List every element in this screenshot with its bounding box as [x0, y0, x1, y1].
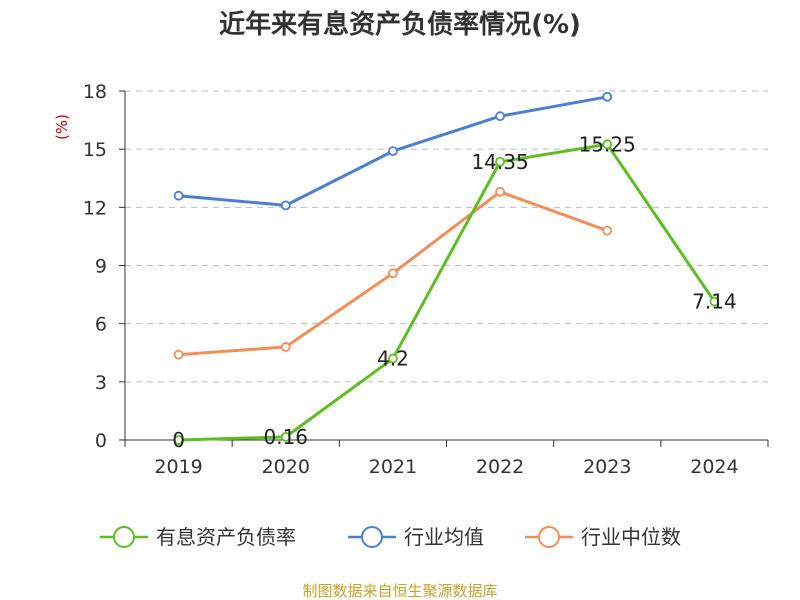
legend-swatch-marker: [538, 526, 560, 548]
data-point: [602, 225, 613, 236]
x-tick-label: 2020: [262, 456, 310, 478]
data-point: [709, 296, 720, 307]
y-tick-label: 15: [83, 139, 107, 161]
data-label: 0: [172, 428, 185, 452]
data-point: [495, 186, 505, 197]
data-point: [280, 342, 291, 352]
data-point: [388, 353, 398, 364]
legend-label: 行业中位数: [581, 525, 681, 549]
legend-swatch-marker: [113, 526, 135, 548]
data-point: [388, 268, 398, 279]
legend-swatch-marker: [361, 526, 383, 548]
data-label: 14.35: [471, 150, 528, 174]
y-unit-label: (%): [53, 114, 71, 140]
source-note: 制图数据来自恒生聚源数据库: [302, 582, 497, 600]
data-label: 7.14: [692, 290, 737, 314]
legend-label: 行业均值: [404, 525, 484, 549]
grid-layer: [125, 90, 768, 383]
data-point: [173, 190, 184, 201]
y-tick-label: 3: [95, 372, 107, 394]
chart-title: 近年来有息资产负债率情况(%): [219, 9, 581, 40]
y-tick-label: 9: [95, 256, 107, 278]
data-point: [388, 146, 398, 157]
series-line: [178, 142, 716, 442]
legend-label: 有息资产负债率: [156, 525, 296, 549]
data-label-layer: 0 0.16 4.2 14.35 15.25 7.14: [172, 132, 736, 452]
data-point: [173, 349, 184, 360]
data-label: 4.2: [377, 347, 409, 371]
data-point: [173, 435, 184, 445]
y-tick-label: 0: [95, 430, 107, 452]
x-tick-label: 2021: [369, 456, 417, 478]
series-layer: [173, 91, 720, 445]
data-point: [602, 139, 613, 150]
y-tick-label: 6: [95, 314, 107, 336]
data-label: 0.16: [263, 425, 308, 449]
data-point: [602, 91, 613, 102]
data-point: [280, 200, 291, 211]
x-tick-label: 2023: [583, 456, 631, 478]
x-tick-label: 2019: [154, 456, 202, 478]
x-tick-label: 2024: [690, 456, 738, 478]
y-tick-label: 18: [83, 81, 107, 103]
data-point: [280, 431, 291, 442]
axis-layer: 0 3 6 9 12 15 18 2019 2020 2021 2022 2023 2024: [83, 81, 769, 478]
data-point: [495, 111, 505, 122]
data-label: 15.25: [579, 132, 636, 156]
data-point: [495, 156, 505, 167]
x-tick-label: 2022: [476, 456, 524, 478]
legend: 有息资产负债率 行业均值 行业中位数: [100, 525, 681, 549]
y-tick-label: 12: [83, 197, 107, 219]
